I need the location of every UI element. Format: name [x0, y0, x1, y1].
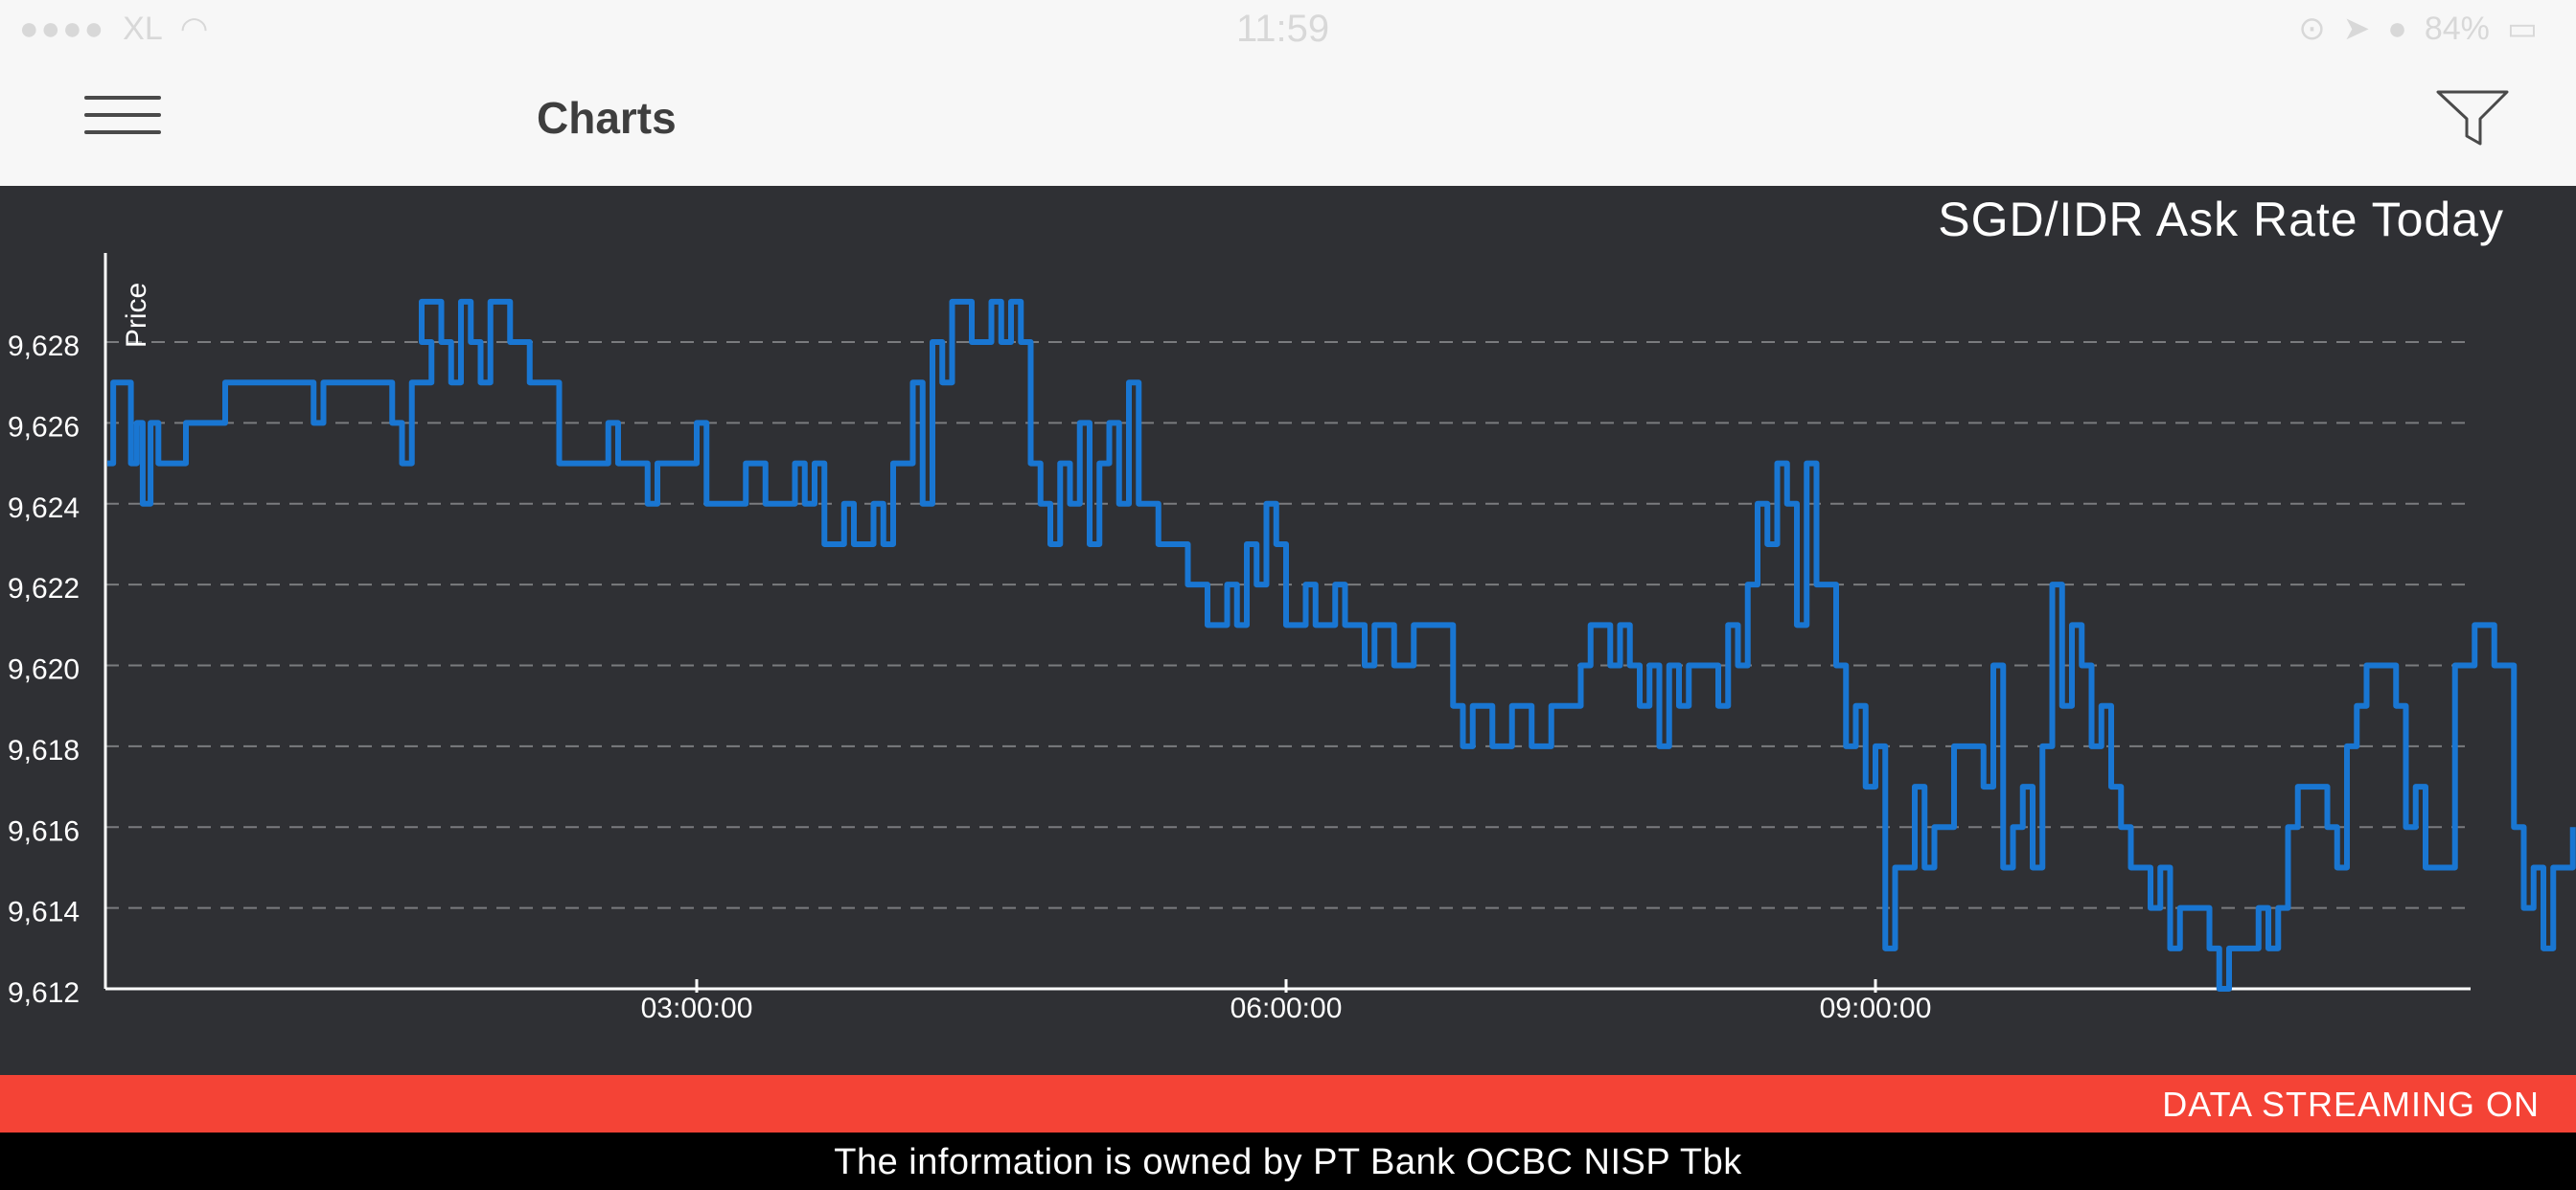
hamburger-menu-icon[interactable] [84, 96, 161, 138]
status-right: ⊙ ➤ ● 84% ▭ [2298, 10, 2538, 48]
app-bar: Charts [0, 54, 2576, 188]
y-tick-label: 9,628 [8, 331, 80, 362]
footer: The information is owned by PT Bank OCBC… [0, 1133, 2576, 1190]
x-tick-label: 09:00:00 [1820, 993, 1932, 1024]
y-axis-label: Price [121, 283, 152, 348]
x-tick-label: 03:00:00 [641, 993, 753, 1024]
battery-percent: 84% [2424, 10, 2490, 47]
y-tick-label: 9,612 [8, 977, 80, 1009]
chart-title: SGD/IDR Ask Rate Today [1938, 193, 2504, 246]
price-line-chart: 9,612 9,614 9,616 9,618 9,620 9,622 9,624 9,626… [8, 253, 2576, 1024]
page-title: Charts [537, 93, 677, 143]
filter-funnel-icon[interactable] [2434, 88, 2511, 148]
x-tick-label: 06:00:00 [1230, 993, 1343, 1024]
streaming-status: DATA STREAMING ON [2162, 1085, 2540, 1124]
y-tick-label: 9,620 [8, 654, 80, 686]
alarm-icon: ● [2387, 10, 2407, 47]
lock-rotation-icon: ⊙ [2298, 11, 2326, 47]
y-tick-label: 9,622 [8, 573, 80, 605]
status-bar: ●●●● XL ◠ 11:59 ⊙ ➤ ● 84% ▭ [0, 0, 2576, 54]
status-time: 11:59 [1236, 8, 1330, 50]
streaming-banner: DATA STREAMING ON [0, 1075, 2576, 1133]
y-tick-label: 9,614 [8, 897, 80, 928]
y-tick-label: 9,626 [8, 411, 80, 443]
location-icon: ➤ [2342, 11, 2371, 47]
signal-icon: ●●●● [19, 10, 106, 47]
status-left: ●●●● XL ◠ [19, 10, 208, 48]
chart-panel: 9,612 9,614 9,616 9,618 9,620 9,622 9,624 9,626… [0, 186, 2576, 1075]
carrier-label: XL [123, 10, 163, 47]
wifi-icon: ◠ [179, 11, 209, 47]
y-tick-label: 9,624 [8, 492, 80, 524]
ownership-notice: The information is owned by PT Bank OCBC… [834, 1142, 1742, 1182]
y-tick-label: 9,616 [8, 815, 80, 847]
battery-icon: ▭ [2506, 11, 2538, 47]
y-tick-label: 9,618 [8, 735, 80, 767]
price-series-line [107, 298, 2576, 992]
